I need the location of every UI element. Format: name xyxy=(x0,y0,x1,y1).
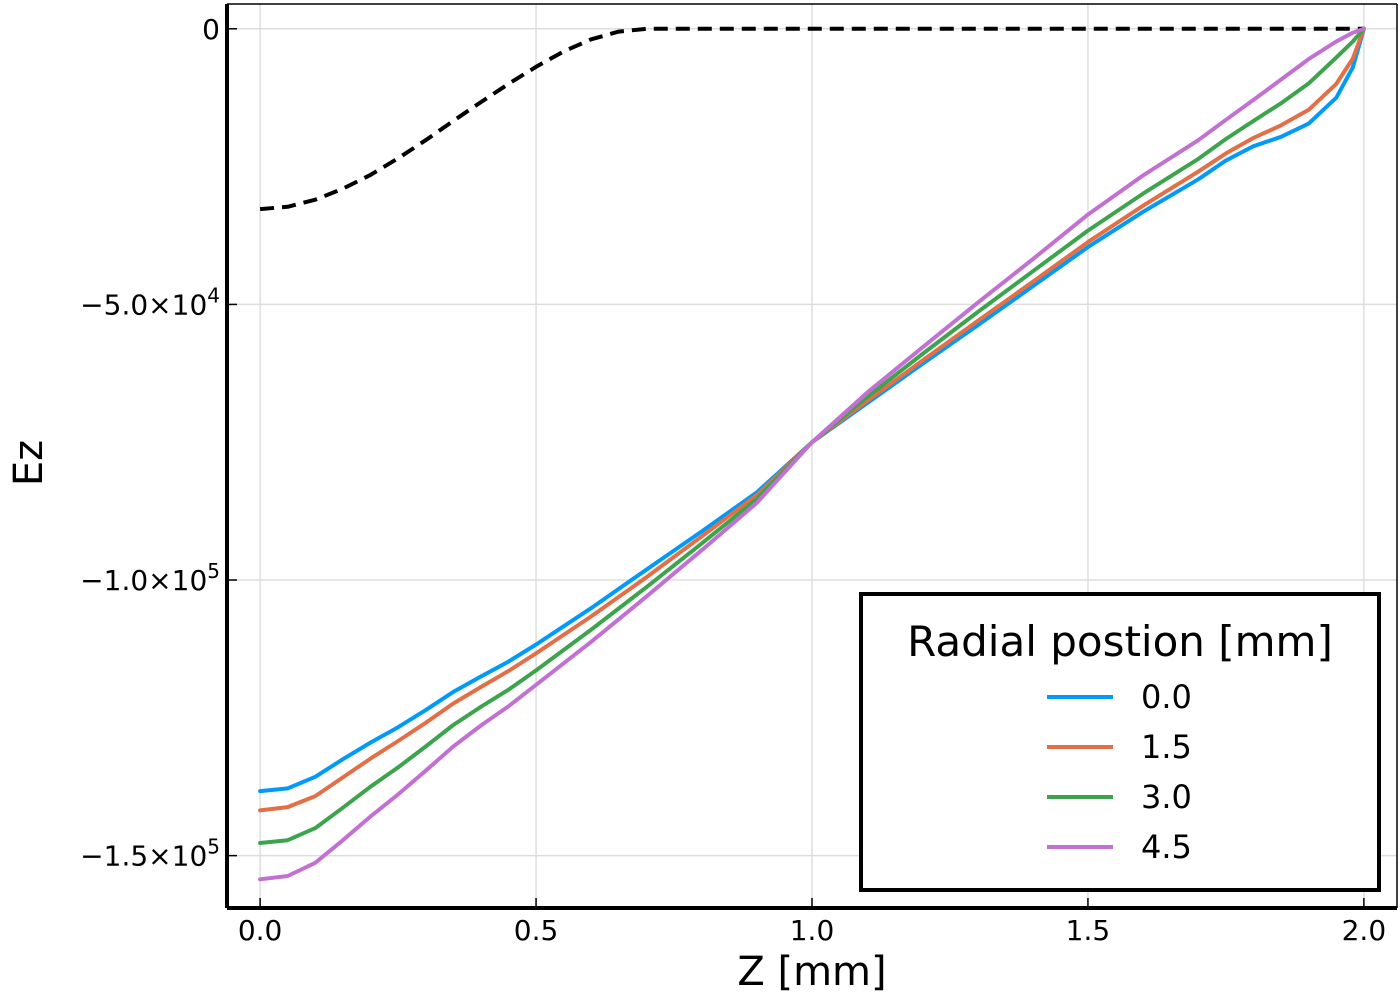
series-line-4-5 xyxy=(258,26,1366,882)
y-tick-label-base: −5.0×10 xyxy=(80,288,207,321)
legend-items: 0.0 1.5 3.0 4.5 xyxy=(1047,678,1192,866)
legend-title: Radial postion [mm] xyxy=(907,617,1333,666)
y-tick-label: −1.0×105 xyxy=(80,559,220,597)
y-tick-label-base: 0 xyxy=(202,13,220,46)
series-lines xyxy=(258,26,1366,882)
y-tick-label: −5.0×104 xyxy=(80,283,220,321)
y-tick-label-exponent: 5 xyxy=(207,559,220,583)
x-tick-label: 0.0 xyxy=(238,914,283,947)
y-tick-label-base: −1.0×10 xyxy=(80,564,207,597)
y-tick-label-exponent: 5 xyxy=(207,835,220,859)
x-axis-title: Z [mm] xyxy=(737,949,886,995)
x-tick-label: 2.0 xyxy=(1342,914,1387,947)
legend-label: 1.5 xyxy=(1141,728,1192,766)
y-tick-label: −1.5×105 xyxy=(80,835,220,873)
y-tick-label-exponent: 4 xyxy=(207,283,220,307)
x-tick-label: 1.0 xyxy=(790,914,835,947)
reference-dashed-line xyxy=(259,26,1364,212)
legend-box xyxy=(859,592,1381,892)
tick-labels: 0.0 0.5 1.0 1.5 2.00−5.0×104−1.0×105−1.5×105 xyxy=(80,13,1386,947)
y-axis-title: Ez xyxy=(6,440,52,486)
y-tick-label-base: −1.5×10 xyxy=(80,840,207,873)
legend-label: 3.0 xyxy=(1141,778,1192,816)
legend-label: 0.0 xyxy=(1141,678,1192,716)
x-tick-label: 0.5 xyxy=(514,914,559,947)
y-tick-label: 0 xyxy=(202,13,220,46)
x-tick-label: 1.5 xyxy=(1066,914,1111,947)
legend: Radial postion [mm] 0.0 1.5 3.0 4.5 xyxy=(859,592,1381,892)
legend-label: 4.5 xyxy=(1141,828,1192,866)
